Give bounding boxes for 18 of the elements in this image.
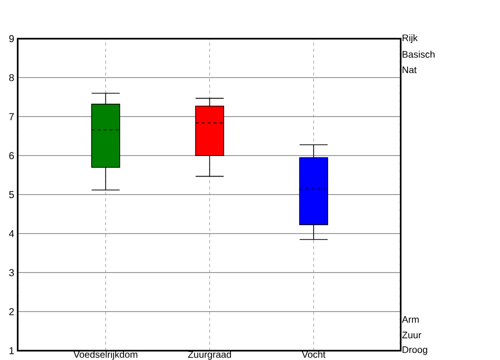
- text: Nat: [402, 66, 417, 74]
- text: Basisch: [402, 50, 435, 58]
- text: Zuur: [402, 332, 422, 338]
- y-tick-label: 5: [9, 191, 14, 198]
- text: Rijk: [402, 34, 418, 44]
- text: Arm: [402, 316, 419, 323]
- x-tick-label: Voedselrijkdom: [73, 350, 138, 360]
- y-tick-label: 7: [9, 113, 14, 120]
- x-tick-label: Vocht: [302, 350, 326, 358]
- y-tick-label: 2: [9, 308, 14, 316]
- y-tick-label: 6: [9, 152, 14, 160]
- text: Droog: [402, 346, 428, 355]
- y-tick-label: 9: [9, 35, 14, 42]
- y-tick-label: 8: [9, 74, 14, 82]
- y-tick-label: 4: [8, 230, 14, 238]
- x-tick-label: Zuurgraad: [188, 350, 231, 360]
- y-tick-label: 3: [9, 269, 14, 276]
- y-tick-label: 1: [10, 347, 14, 354]
